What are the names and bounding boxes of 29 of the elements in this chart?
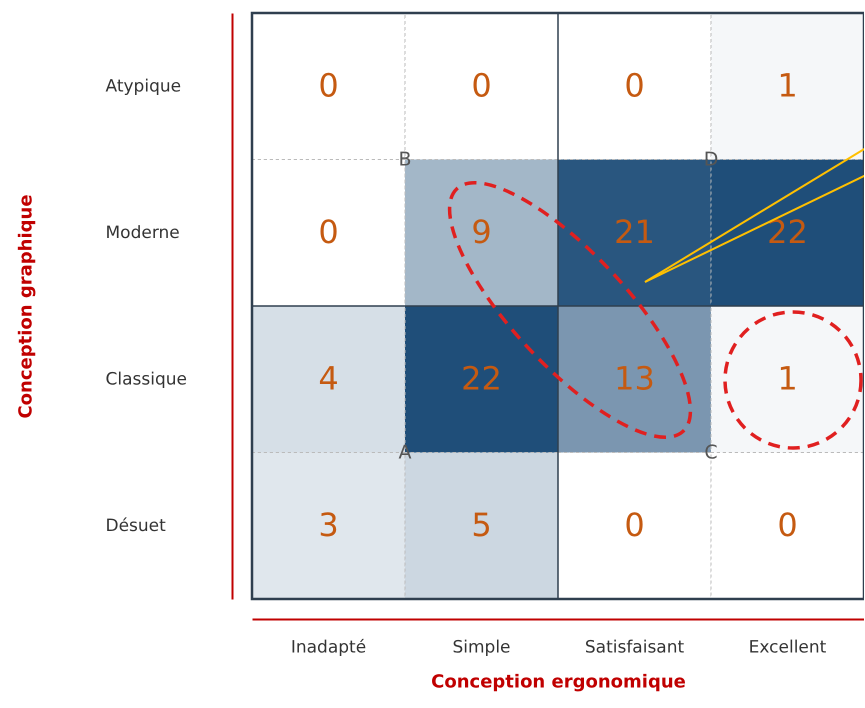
data-label: 22: [461, 359, 502, 398]
annotation: C: [704, 442, 718, 464]
data-label: 0: [318, 212, 339, 251]
y-tick-label: Désuet: [106, 516, 166, 536]
x-tick-label: Excellent: [748, 638, 827, 658]
y-tick-label: Atypique: [106, 76, 182, 96]
annotation: B: [398, 148, 412, 170]
x-tick-label: Satisfaisant: [584, 638, 684, 658]
x-tick-label: Simple: [452, 638, 511, 658]
data-label: 21: [614, 212, 655, 251]
data-label: 0: [318, 66, 339, 104]
data-label: 0: [624, 66, 645, 104]
data-label: 13: [614, 359, 655, 398]
data-label: 9: [471, 212, 492, 251]
x-axis-title: Conception ergonomique: [431, 672, 686, 692]
data-label: 0: [624, 506, 645, 544]
data-label: 3: [318, 506, 339, 544]
data-label: 22: [767, 212, 808, 251]
data-label: 1: [777, 66, 798, 104]
y-tick-label: Moderne: [106, 222, 180, 243]
data-label: 0: [471, 66, 492, 104]
data-label: 4: [318, 359, 339, 398]
data-label: 0: [777, 506, 798, 544]
y-tick-label: Classique: [106, 369, 187, 390]
annotation: A: [398, 442, 412, 464]
y-axis-title: Conception graphique: [16, 194, 36, 419]
x-tick-label: Inadapté: [290, 638, 366, 658]
data-label: 5: [471, 506, 492, 544]
data-label: 1: [777, 359, 798, 398]
